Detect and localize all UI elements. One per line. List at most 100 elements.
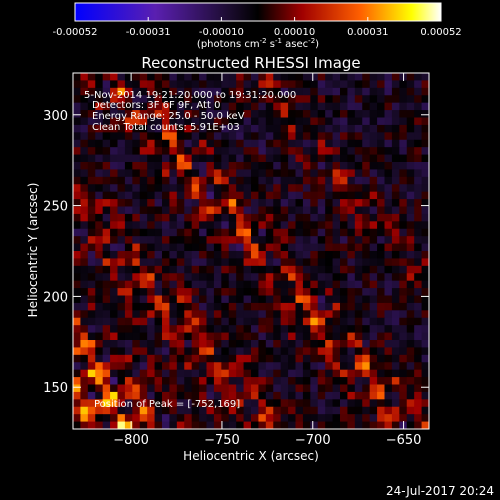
heatmap-cell [213,332,222,341]
heatmap-cell [302,221,311,230]
heatmap-cell [354,377,363,385]
heatmap-cell [147,184,155,193]
heatmap-cell [191,228,200,237]
heatmap-cell [265,73,274,81]
heatmap-cell [421,391,429,400]
heatmap-cell [191,377,200,385]
heatmap-cell [124,288,133,296]
heatmap-cell [132,117,141,126]
heatmap-cell [236,117,244,126]
heatmap-cell [147,369,155,378]
heatmap-cell [354,302,363,311]
heatmap-cell [310,377,319,385]
heatmap-cell [124,169,133,178]
heatmap-cell [391,295,400,304]
heatmap-cell [154,258,163,267]
heatmap-cell [191,184,200,193]
heatmap-cell [169,310,178,319]
heatmap-cell [310,332,319,341]
heatmap-cell [325,288,333,296]
heatmap-cell [280,213,289,222]
heatmap-cell [414,124,422,133]
heatmap-cell [325,154,333,163]
heatmap-cell [391,399,400,408]
heatmap-cell [265,87,274,96]
heatmap-cell [288,236,296,244]
heatmap-cell [302,95,311,104]
heatmap-cell [369,310,378,319]
heatmap-cell [228,265,237,274]
heatmap-cell [362,384,371,393]
heatmap-cell [110,87,118,96]
heatmap-cell [399,191,408,200]
heatmap-cell [288,354,296,363]
heatmap-cell [340,369,348,378]
heatmap-cell [377,414,385,422]
heatmap-cell [73,117,81,126]
heatmap-cell [273,199,282,207]
heatmap-cell [221,117,230,126]
heatmap-cell [132,325,141,333]
heatmap-cell [273,213,282,222]
heatmap-cell [302,243,311,252]
heatmap-cell [377,406,385,415]
heatmap-cell [406,236,415,244]
heatmap-cell [347,340,356,348]
heatmap-cell [147,302,155,311]
heatmap-cell [258,228,267,237]
heatmap-cell [206,421,215,429]
heatmap-cell [95,302,104,311]
heatmap-cell [154,362,163,371]
heatmap-cell [213,258,222,267]
heatmap-cell [384,184,393,193]
heatmap-cell [310,354,319,363]
heatmap-cell [325,117,333,126]
heatmap-cell [176,132,185,141]
heatmap-cell [391,213,400,222]
heatmap-cell [191,310,200,319]
heatmap-cell [213,110,222,118]
heatmap-cell [391,310,400,319]
heatmap-cell [124,265,133,274]
heatmap-cell [325,228,333,237]
heatmap-cell [132,258,141,267]
heatmap-cell [325,73,333,81]
heatmap-cell [199,369,207,378]
heatmap-cell [280,110,289,118]
heatmap-cell [80,288,89,296]
heatmap-cell [354,243,363,252]
heatmap-cell [384,124,393,133]
heatmap-cell [399,369,408,378]
heatmap-cell [280,391,289,400]
annotation-clean-counts: Clean Total counts: 5.91E+03 [92,122,240,133]
heatmap-cell [362,162,371,170]
heatmap-cell [184,132,193,141]
heatmap-cell [265,362,274,371]
heatmap-cell [243,391,252,400]
heatmap-cell [406,206,415,215]
heatmap-cell [391,154,400,163]
heatmap-cell [176,147,185,155]
heatmap-cell [362,102,371,111]
heatmap-cell [317,354,326,363]
heatmap-cell [191,258,200,267]
heatmap-cell [384,369,393,378]
heatmap-cell [162,228,170,237]
heatmap-cell [110,265,118,274]
heatmap-cell [102,414,111,422]
heatmap-cell [124,191,133,200]
heatmap-cell [399,347,408,356]
heatmap-cell [191,280,200,289]
heatmap-cell [139,147,148,155]
heatmap-cell [310,347,319,356]
heatmap-cell [117,80,126,89]
heatmap-cell [169,73,178,81]
heatmap-cell [325,421,333,429]
annotation-energy-range: Energy Range: 25.0 - 50.0 keV [92,111,245,122]
heatmap-cell [362,80,371,89]
heatmap-cell [347,354,356,363]
heatmap-cell [154,325,163,333]
heatmap-cell [325,176,333,185]
heatmap-cell [288,228,296,237]
heatmap-cell [414,325,422,333]
